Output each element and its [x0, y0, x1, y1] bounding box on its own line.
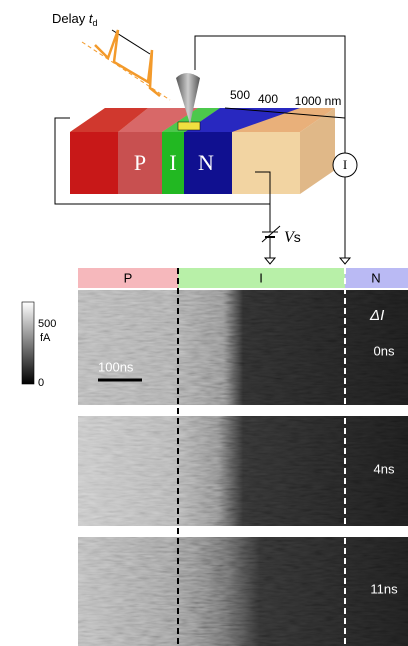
band-label: I: [259, 270, 263, 285]
width-label: 400: [258, 92, 278, 106]
battery-arrow: [262, 226, 280, 242]
face-p: [70, 132, 118, 194]
region-label: N: [198, 150, 214, 175]
figure: Delay td P I N 500 400 1000 nm I: [0, 0, 408, 646]
scale-bar-label: 100ns: [98, 359, 134, 374]
colorbar-unit: fA: [40, 332, 51, 344]
delay-label: Delay td: [52, 11, 98, 28]
band-label: N: [371, 270, 380, 285]
colorbar-min: 0: [38, 377, 44, 389]
page: {"schematic": {"delay_label": "Delay", "…: [0, 0, 408, 646]
width-label: 500: [230, 88, 250, 102]
ground: [340, 258, 350, 264]
face-sub: [232, 132, 300, 194]
bias-label: Vs: [284, 229, 301, 246]
width-label: 1000 nm: [295, 94, 342, 108]
contact: [178, 122, 200, 130]
maps: P I N 100ns ΔI 0ns 4ns 11ns 500 fA 0: [22, 268, 408, 646]
pulse-axis: [82, 42, 170, 100]
schematic: Delay td P I N 500 400 1000 nm I: [52, 11, 357, 264]
delay-label: 4ns: [374, 461, 395, 476]
map-noise: [78, 537, 408, 646]
map-noise: [78, 290, 408, 405]
delay-label: 11ns: [370, 581, 398, 596]
band-label: P: [124, 270, 133, 285]
delay-label: 0ns: [374, 343, 395, 358]
quantity-label: ΔI: [369, 307, 384, 324]
map-noise: [78, 416, 408, 526]
colorbar-max: 500: [38, 318, 56, 330]
colorbar: [22, 302, 34, 384]
ground: [265, 258, 275, 264]
ammeter-label: I: [343, 157, 347, 172]
region-label: I: [169, 150, 176, 175]
region-label: P: [134, 150, 146, 175]
